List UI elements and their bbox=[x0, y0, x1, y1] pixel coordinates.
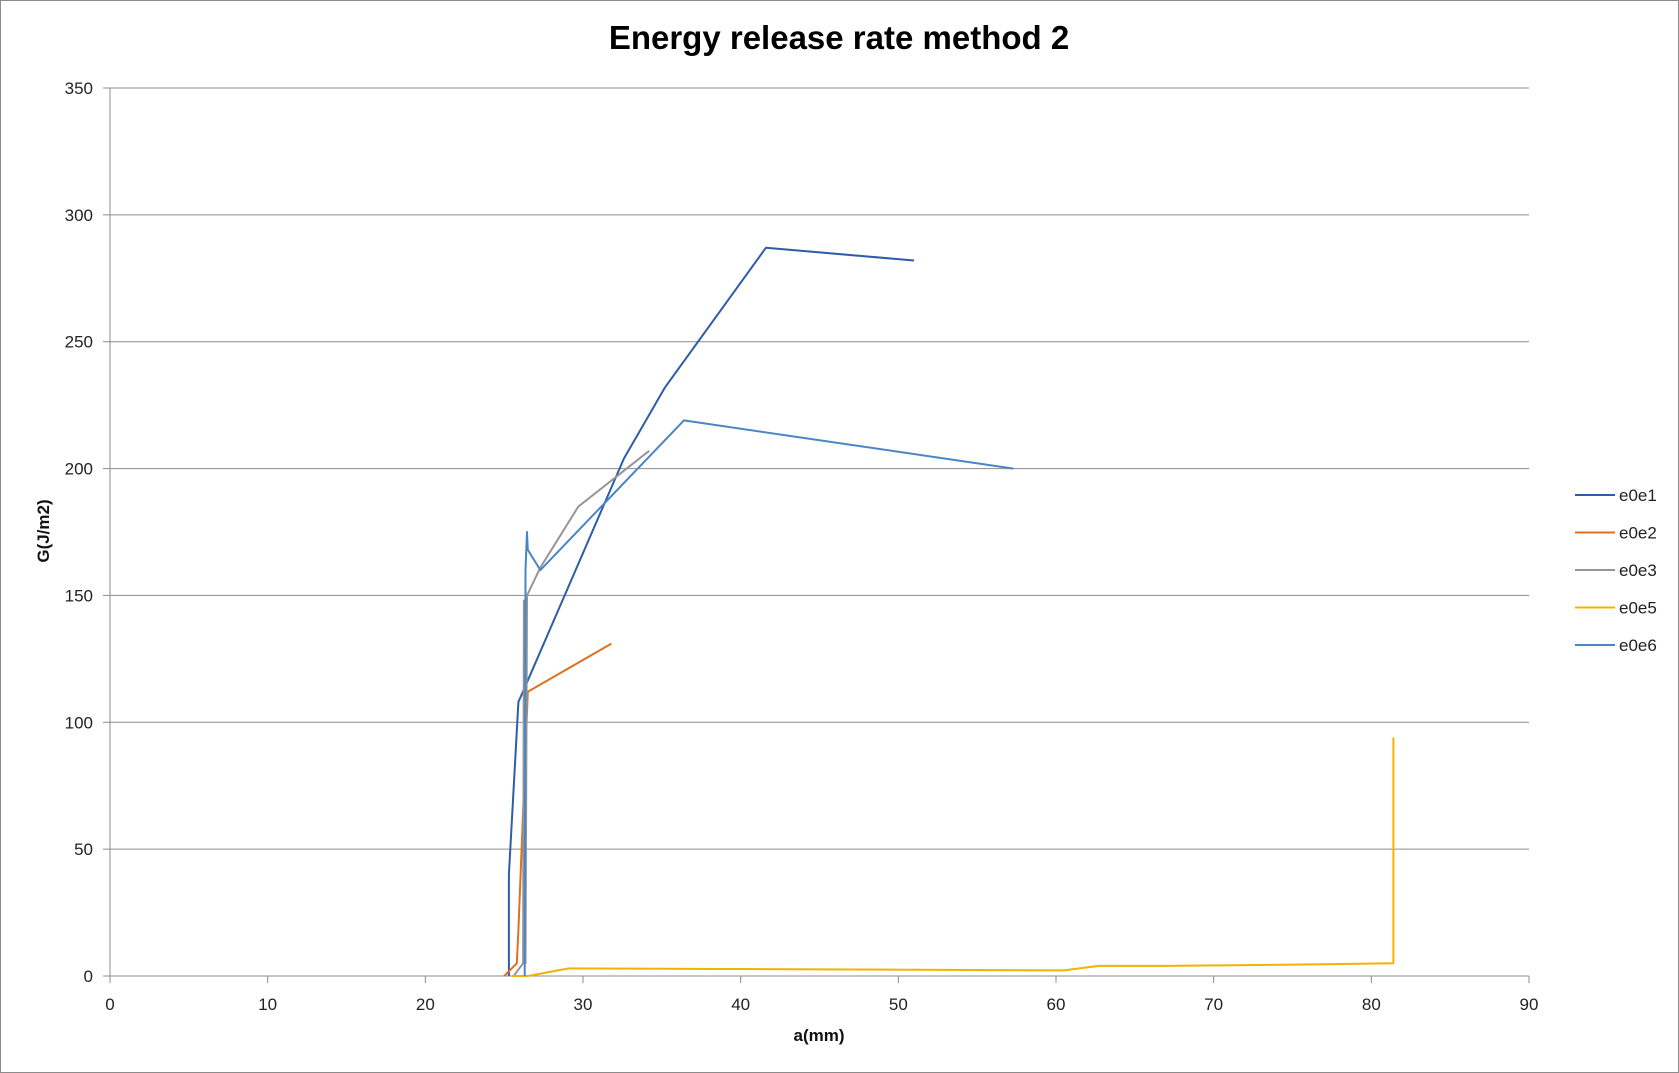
y-tick-label: 50 bbox=[74, 840, 93, 859]
y-axis-title: G(J/m2) bbox=[34, 499, 53, 562]
legend-item-e0e5: e0e5 bbox=[1575, 599, 1657, 618]
x-tick-label: 0 bbox=[105, 995, 114, 1014]
x-axis-title: a(mm) bbox=[793, 1026, 844, 1045]
series-line-e0e2 bbox=[503, 642, 612, 977]
legend-item-e0e2: e0e2 bbox=[1575, 524, 1657, 543]
chart-title: Energy release rate method 2 bbox=[609, 19, 1069, 56]
x-tick-label: 70 bbox=[1204, 995, 1223, 1014]
data-series bbox=[503, 246, 1395, 977]
series-line-e0e5 bbox=[512, 737, 1395, 977]
y-tick-label: 200 bbox=[65, 460, 93, 479]
y-tick-label: 0 bbox=[84, 967, 93, 986]
legend-label: e0e6 bbox=[1619, 636, 1657, 655]
legend-label: e0e5 bbox=[1619, 599, 1657, 618]
legend-label: e0e3 bbox=[1619, 561, 1657, 580]
x-tick-label: 50 bbox=[889, 995, 908, 1014]
legend-item-e0e3: e0e3 bbox=[1575, 561, 1657, 580]
x-tick-label: 20 bbox=[416, 995, 435, 1014]
legend-label: e0e1 bbox=[1619, 486, 1657, 505]
y-tick-label: 150 bbox=[65, 586, 93, 605]
x-tick-label: 60 bbox=[1047, 995, 1066, 1014]
series-line-e0e6 bbox=[523, 419, 1014, 977]
legend-label: e0e2 bbox=[1619, 524, 1657, 543]
legend-item-e0e1: e0e1 bbox=[1575, 486, 1657, 505]
series-line-e0e1 bbox=[507, 246, 915, 976]
y-tick-label: 100 bbox=[65, 713, 93, 732]
x-tick-label: 30 bbox=[574, 995, 593, 1014]
gridlines bbox=[110, 87, 1529, 850]
series-line-e0e3 bbox=[512, 450, 650, 977]
x-tick-label: 40 bbox=[731, 995, 750, 1014]
x-tick-label: 80 bbox=[1362, 995, 1381, 1014]
y-tick-label: 300 bbox=[65, 206, 93, 225]
x-tick-label: 90 bbox=[1520, 995, 1539, 1014]
axes: 0 50 100 150 200 250 300 350 0 10 20 30 40 50 60 70 80 90 bbox=[65, 79, 1539, 1014]
x-tick-label: 10 bbox=[258, 995, 277, 1014]
y-tick-label: 250 bbox=[65, 333, 93, 352]
legend-item-e0e6: e0e6 bbox=[1575, 636, 1657, 655]
legend: e0e1 e0e2 e0e3 e0e5 e0e6 bbox=[1575, 486, 1657, 655]
y-tick-label: 350 bbox=[65, 79, 93, 98]
